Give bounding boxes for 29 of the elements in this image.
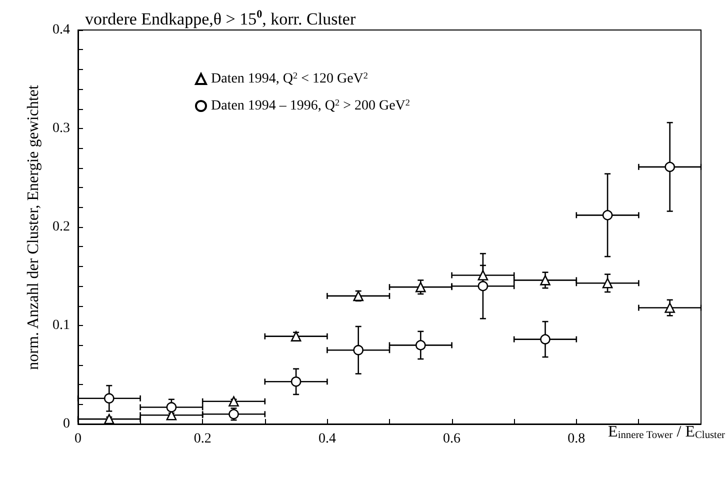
point xyxy=(602,210,613,220)
point xyxy=(478,280,488,292)
x-tick-label: 0.2 xyxy=(194,432,212,446)
y-tick-label: 0.3 xyxy=(52,121,70,136)
x-tick-label: 0.6 xyxy=(443,432,461,446)
point xyxy=(540,334,550,344)
y-tick-label: 0.2 xyxy=(52,220,70,234)
point xyxy=(664,162,675,172)
x-axis-title: Einnere Tower / ECluster xyxy=(608,424,726,441)
point xyxy=(540,275,550,286)
y-tick-label: 0.1 xyxy=(52,318,70,333)
point xyxy=(166,402,177,412)
y-tick-label: 0 xyxy=(63,416,70,432)
point xyxy=(353,344,364,356)
point xyxy=(416,340,426,350)
point xyxy=(228,396,239,406)
point xyxy=(104,414,114,424)
point xyxy=(290,376,302,387)
point xyxy=(290,331,302,342)
point xyxy=(602,278,613,288)
point xyxy=(664,302,675,313)
point xyxy=(478,270,488,280)
point xyxy=(416,282,426,292)
y-axis-title: norm. Anzahl der Cluster, Energie gewichtet xyxy=(25,84,42,370)
x-tick-label: 0 xyxy=(74,432,82,446)
x-tick-label: 0.8 xyxy=(568,432,586,446)
y-tick-label: 0.4 xyxy=(52,22,70,38)
x-tick-label: 0.4 xyxy=(318,432,336,446)
point xyxy=(104,393,114,404)
